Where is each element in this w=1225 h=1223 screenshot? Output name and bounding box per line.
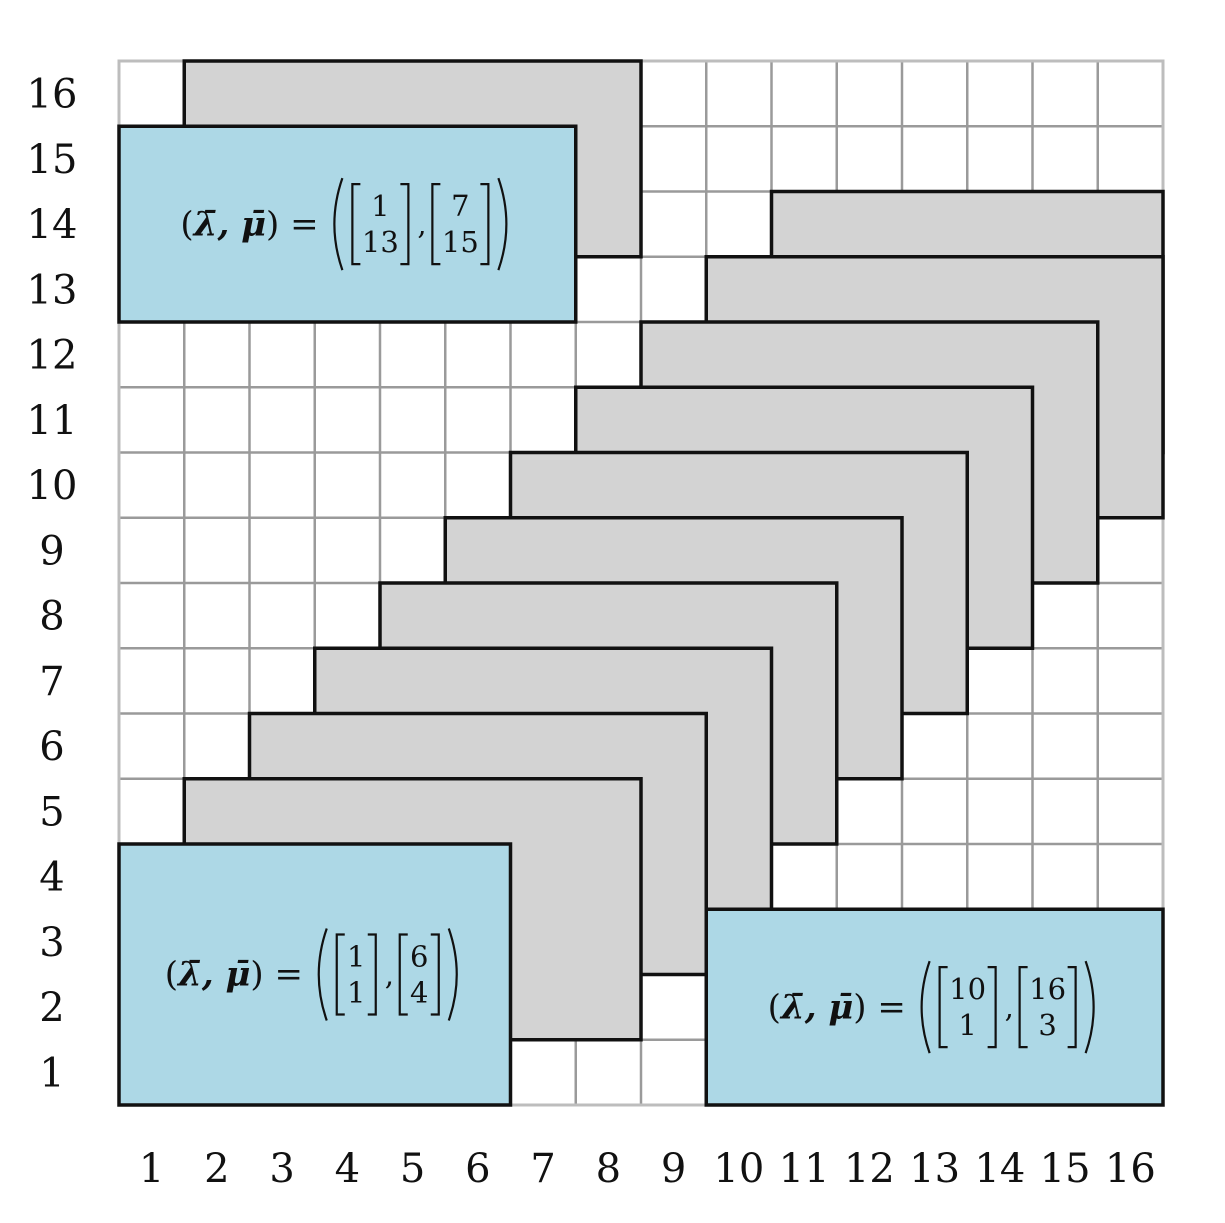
- x-tick-label: 2: [204, 1146, 229, 1192]
- x-tick-label: 9: [661, 1146, 686, 1192]
- y-tick-label: 10: [27, 463, 78, 509]
- tuple-label: (λ̄, μ̄) =: [180, 204, 318, 244]
- big-left-paren: [317, 928, 328, 1021]
- x-tick-label: 13: [909, 1146, 960, 1192]
- blue-blocks: (λ̄, μ̄) = 11,64 (λ̄, μ̄) = 101,163(λ̄, μ̄)…: [117, 124, 1165, 1107]
- x-axis-labels: 1 2 3 4 5 6 7 8 9 10 11 12 13 14 15 16: [139, 1146, 1156, 1192]
- left-bracket: [938, 966, 948, 1049]
- comma: ,: [1005, 990, 1014, 1024]
- left-bracket: [351, 183, 361, 266]
- mu-top: 16: [1029, 972, 1066, 1006]
- blue-block-top-left: (λ̄, μ̄) = 113, 715: [117, 124, 578, 324]
- y-tick-label: 14: [27, 202, 78, 248]
- left-bracket: [398, 933, 408, 1016]
- mu-bottom: 3: [1038, 1008, 1056, 1042]
- y-tick-label: 13: [27, 267, 78, 313]
- lambda-bottom: 1: [347, 976, 365, 1010]
- y-tick-label: 11: [27, 398, 78, 444]
- mu-bottom: 15: [442, 225, 479, 259]
- y-tick-label: 3: [39, 920, 64, 966]
- y-tick-label: 15: [27, 137, 78, 183]
- big-right-paren: [1084, 960, 1095, 1054]
- left-bracket: [335, 933, 345, 1016]
- mu-top: 6: [410, 940, 428, 974]
- left-bracket: [431, 183, 441, 266]
- x-tick-label: 12: [844, 1146, 895, 1192]
- grey-blocks: [182, 59, 1165, 1042]
- y-tick-label: 7: [39, 659, 64, 705]
- right-bracket: [987, 966, 997, 1049]
- big-left-paren: [920, 960, 931, 1054]
- lambda-bottom: 13: [362, 225, 399, 259]
- x-tick-label: 15: [1040, 1146, 1091, 1192]
- x-tick-label: 7: [530, 1146, 555, 1192]
- comma: ,: [385, 958, 394, 992]
- tuple-label: (λ̄, μ̄) =: [165, 955, 303, 995]
- mu-top: 7: [451, 189, 469, 223]
- y-tick-label: 6: [39, 724, 64, 770]
- x-tick-label: 3: [269, 1146, 294, 1192]
- lambda-top: 10: [949, 972, 986, 1006]
- blue-block-bottom-right: (λ̄, μ̄) = 101, 163: [704, 907, 1165, 1107]
- mu-bottom: 4: [410, 976, 428, 1010]
- blue-block-rect: [117, 842, 513, 1107]
- x-tick-label: 10: [713, 1146, 764, 1192]
- x-tick-label: 6: [465, 1146, 490, 1192]
- big-right-paren: [497, 177, 508, 271]
- y-tick-label: 4: [39, 855, 64, 901]
- x-tick-label: 4: [335, 1146, 360, 1192]
- blue-block-rect: [704, 907, 1165, 1107]
- big-right-paren: [447, 928, 458, 1021]
- x-tick-label: 8: [596, 1146, 621, 1192]
- y-tick-label: 2: [39, 985, 64, 1031]
- y-tick-label: 9: [39, 528, 64, 574]
- x-tick-label: 16: [1105, 1146, 1156, 1192]
- right-bracket: [430, 933, 440, 1016]
- y-tick-label: 8: [39, 594, 64, 640]
- y-tick-label: 5: [39, 789, 64, 835]
- x-tick-label: 11: [779, 1146, 830, 1192]
- right-bracket: [480, 183, 490, 266]
- big-left-paren: [333, 177, 344, 271]
- right-bracket: [367, 933, 377, 1016]
- x-tick-label: 1: [139, 1146, 164, 1192]
- blue-block-bottom-left: (λ̄, μ̄) = 11, 64: [117, 842, 513, 1107]
- left-bracket: [1018, 966, 1028, 1049]
- y-tick-label: 1: [39, 1050, 64, 1096]
- tuple-label: (λ̄, μ̄) =: [768, 987, 906, 1027]
- y-tick-label: 12: [27, 333, 78, 379]
- x-tick-label: 14: [974, 1146, 1025, 1192]
- y-tick-label: 16: [27, 72, 78, 118]
- right-bracket: [400, 183, 410, 266]
- lambda-bottom: 1: [958, 1008, 976, 1042]
- x-tick-label: 5: [400, 1146, 425, 1192]
- lambda-top: 1: [347, 940, 365, 974]
- lambda-top: 1: [371, 189, 389, 223]
- comma: ,: [417, 207, 426, 241]
- right-bracket: [1067, 966, 1077, 1049]
- blue-block-rect: [117, 124, 578, 324]
